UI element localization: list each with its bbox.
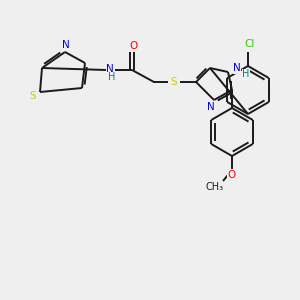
Text: Cl: Cl — [245, 39, 255, 49]
Text: CH₃: CH₃ — [206, 182, 224, 192]
Text: N: N — [207, 102, 215, 112]
Text: S: S — [171, 77, 177, 87]
Text: N: N — [62, 40, 70, 50]
Text: O: O — [129, 41, 137, 51]
Text: N: N — [233, 63, 241, 73]
Text: S: S — [30, 91, 36, 101]
Text: N: N — [106, 64, 114, 74]
Text: H: H — [242, 69, 250, 79]
Text: O: O — [228, 170, 236, 180]
Text: H: H — [108, 72, 116, 82]
